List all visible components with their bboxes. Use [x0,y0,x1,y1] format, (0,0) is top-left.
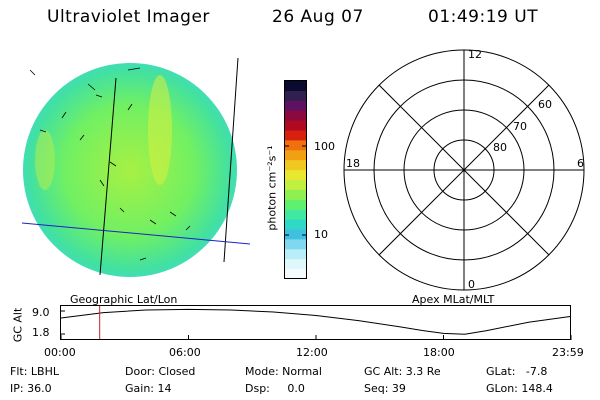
colorbar-cell [285,160,306,171]
altitude-curve [60,308,572,335]
colorbar [284,80,307,280]
equator-line [21,222,251,245]
colorbar-label: photon cm⁻²s⁻¹ [265,145,279,231]
status-dsp: Dsp: 0.0 [245,382,305,395]
status-ip: IP: 36.0 [10,382,52,395]
colorbar-cell [285,81,306,92]
altitude-plot [60,305,572,340]
colorbar-cell [285,199,306,211]
alt-xtick-0000: 00:00 [44,346,76,359]
colorbar-cell [285,269,306,280]
status-glat: GLat: -7.8 [486,365,548,378]
colorbar-cell [285,259,306,270]
mlat-label-60: 60 [538,98,552,111]
mlt-label-6: 6 [577,157,584,170]
colorbar-cell [285,170,306,181]
colorbar-cell [285,100,306,112]
geographic-label: Geographic Lat/Lon [70,293,178,306]
alt-ylabel: GC Alt [11,307,25,343]
colorbar-cell [285,110,306,122]
polar-grid [343,49,585,291]
colorbar-cell [285,180,306,191]
mlat-label-70: 70 [513,120,527,133]
alt-xtick-1200: 12:00 [296,346,328,359]
colorbar-cell [285,229,306,240]
apex-label: Apex MLat/MLT [412,293,495,306]
time-label: 01:49:19 UT [428,7,539,27]
alt-xtick-2359: 23:59 [552,346,584,359]
status-seq: Seq: 39 [364,382,406,395]
colorbar-cell [285,130,306,141]
alt-xtick-1800: 18:00 [423,346,455,359]
mlat-label-80: 80 [493,141,507,154]
colorbar-cell [285,150,306,161]
colorbar-cell [285,219,306,230]
alt-ytick-1-8: 1.8 [32,326,50,339]
mlt-label-0: 0 [468,278,475,291]
mlt-label-18: 18 [346,157,360,170]
colorbar-cell [285,90,306,102]
colorbar-cell [285,239,306,250]
uv-image [21,57,251,277]
alt-ytick-9: 9.0 [32,306,50,319]
colorbar-cell [285,249,306,260]
colorbar-cell [285,140,306,151]
status-filter: Flt: LBHL [10,365,59,378]
colorbar-tick-100: 100 [314,140,335,153]
status-gain: Gain: 14 [125,382,172,395]
instrument-title: Ultraviolet Imager [47,7,210,27]
mlt-label-12: 12 [468,48,482,61]
terminator-lines [99,57,239,276]
date-label: 26 Aug 07 [272,7,364,27]
colorbar-cell [285,189,306,201]
colorbar-tick-10: 10 [314,228,328,241]
colorbar-cell [285,209,306,221]
status-gc-alt: GC Alt: 3.3 Re [364,365,441,378]
status-glon: GLon: 148.4 [486,382,553,395]
colorbar-cell [285,120,306,131]
status-mode: Mode: Normal [245,365,322,378]
coastline-marks [29,67,191,261]
status-door: Door: Closed [125,365,196,378]
alt-xtick-0600: 06:00 [169,346,201,359]
